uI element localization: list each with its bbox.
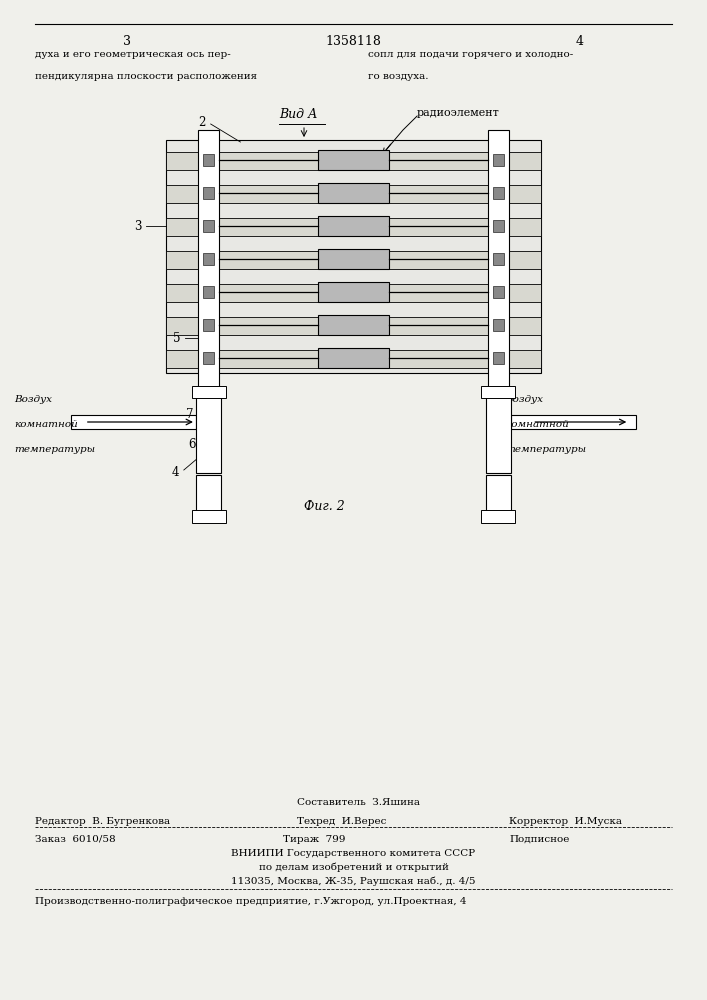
Bar <box>318 150 389 170</box>
Text: 3: 3 <box>134 220 141 232</box>
Text: Подписное: Подписное <box>509 835 569 844</box>
Text: 113035, Москва, Ж-35, Раушская наб., д. 4/5: 113035, Москва, Ж-35, Раушская наб., д. … <box>231 877 476 886</box>
Bar <box>481 386 515 398</box>
Bar <box>166 350 541 368</box>
Text: Заказ  6010/58: Заказ 6010/58 <box>35 835 116 844</box>
Bar <box>166 140 541 373</box>
Text: 5: 5 <box>173 332 180 344</box>
Bar <box>318 282 389 302</box>
Bar <box>192 510 226 523</box>
Text: 7: 7 <box>186 408 193 422</box>
Bar <box>196 475 221 513</box>
Bar <box>166 185 541 203</box>
Text: Техред  И.Верес: Техред И.Верес <box>297 817 386 826</box>
Bar <box>166 317 541 335</box>
Bar <box>203 154 214 166</box>
Text: Производственно-полиграфическое предприятие, г.Ужгород, ул.Проектная, 4: Производственно-полиграфическое предприя… <box>35 897 467 906</box>
Text: духа и его геометрическая ось пер-: духа и его геометрическая ось пер- <box>35 50 231 59</box>
Text: пендикулярна плоскости расположения: пендикулярна плоскости расположения <box>35 72 257 81</box>
Bar <box>488 130 509 388</box>
Text: Редактор  В. Бугренкова: Редактор В. Бугренкова <box>35 817 170 826</box>
Text: Воздух: Воздух <box>506 395 544 404</box>
Bar <box>203 319 214 331</box>
Bar <box>493 286 504 298</box>
Bar <box>486 388 511 473</box>
Bar <box>493 319 504 331</box>
Text: комнатной: комнатной <box>14 420 78 429</box>
Bar <box>192 386 226 398</box>
Text: 8: 8 <box>209 424 216 438</box>
Bar <box>493 154 504 166</box>
Bar <box>493 253 504 265</box>
Text: Фиг. 2: Фиг. 2 <box>304 500 345 513</box>
Text: Вид А: Вид А <box>279 108 317 121</box>
Bar <box>318 249 389 269</box>
Text: Тираж  799: Тираж 799 <box>283 835 345 844</box>
Bar <box>318 315 389 335</box>
Text: 1358118: 1358118 <box>325 35 382 48</box>
Bar <box>166 218 541 236</box>
Bar <box>71 415 196 429</box>
Bar <box>318 183 389 203</box>
Bar <box>166 251 541 269</box>
Bar <box>511 415 636 429</box>
Text: 6: 6 <box>189 438 196 452</box>
Bar <box>203 187 214 199</box>
Text: Составитель  З.Яшина: Составитель З.Яшина <box>297 798 420 807</box>
Bar <box>166 152 541 170</box>
Text: го воздуха.: го воздуха. <box>368 72 428 81</box>
Text: Воздух: Воздух <box>14 395 52 404</box>
Text: Корректор  И.Муска: Корректор И.Муска <box>509 817 622 826</box>
Bar <box>203 352 214 364</box>
Text: ВНИИПИ Государственного комитета СССР: ВНИИПИ Государственного комитета СССР <box>231 849 476 858</box>
Bar <box>198 130 219 388</box>
Text: 4: 4 <box>575 35 584 48</box>
Bar <box>493 187 504 199</box>
Text: по делам изобретений и открытий: по делам изобретений и открытий <box>259 863 448 872</box>
Bar <box>318 348 389 368</box>
Text: 4: 4 <box>172 466 179 479</box>
Bar <box>493 220 504 232</box>
Text: сопл для подачи горячего и холодно-: сопл для подачи горячего и холодно- <box>368 50 573 59</box>
Bar <box>318 216 389 236</box>
Text: радиоэлемент: радиоэлемент <box>417 108 500 118</box>
Bar <box>486 475 511 513</box>
Text: 3: 3 <box>123 35 132 48</box>
Text: комнатной: комнатной <box>506 420 569 429</box>
Text: 2: 2 <box>198 115 205 128</box>
Bar <box>203 220 214 232</box>
Bar <box>493 352 504 364</box>
Bar <box>203 253 214 265</box>
Bar <box>166 284 541 302</box>
Bar <box>481 510 515 523</box>
Text: температуры: температуры <box>506 445 587 454</box>
Bar <box>196 388 221 473</box>
Text: температуры: температуры <box>14 445 95 454</box>
Bar <box>203 286 214 298</box>
